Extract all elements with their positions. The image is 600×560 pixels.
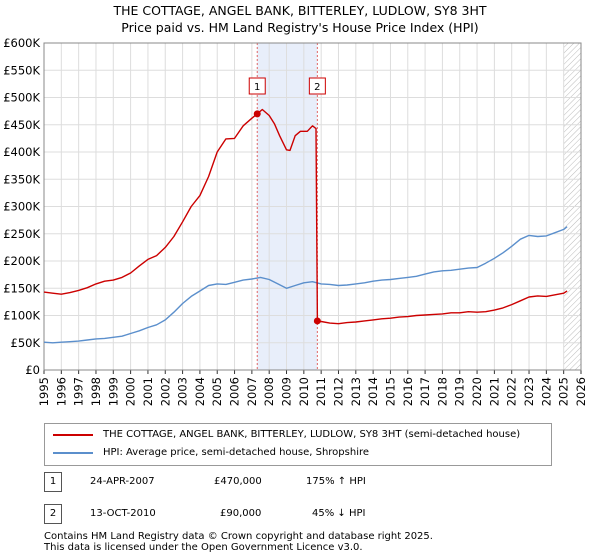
x-tick-label: 2006 (228, 377, 242, 406)
transaction-point (253, 110, 261, 118)
x-tick-label: 2012 (331, 377, 345, 406)
x-tick-label: 2007 (245, 377, 259, 406)
y-tick-label: £300K (3, 200, 40, 214)
y-tick-label: £450K (3, 118, 40, 132)
x-tick-label: 2004 (193, 377, 207, 406)
transaction-badge: 2 (44, 504, 62, 524)
x-tick-label: 1996 (54, 377, 68, 406)
x-tick-label: 2021 (487, 377, 501, 406)
x-tick-label: 1998 (89, 377, 103, 406)
legend: THE COTTAGE, ANGEL BANK, BITTERLEY, LUDL… (44, 423, 552, 466)
x-tick-label: 2003 (176, 377, 190, 406)
x-tick-label: 2002 (158, 377, 172, 406)
transaction-date: 13-OCT-2010 (90, 508, 156, 519)
x-tick-label: 2025 (557, 377, 571, 406)
chart-subtitle: Price paid vs. HM Land Registry's House … (121, 20, 479, 35)
transaction-hpi: 175% ↑ HPI (306, 476, 366, 487)
y-tick-label: £100K (3, 309, 40, 323)
x-tick-label: 2023 (522, 377, 536, 406)
transaction-price: £470,000 (214, 476, 262, 487)
price-chart: £0 £50K £100K £150K £200K £250K £300K £350K £400… (3, 36, 588, 406)
series-line-hpi (43, 226, 568, 344)
transaction-point (313, 317, 321, 325)
plot-border (43, 42, 582, 371)
chart-title: THE COTTAGE, ANGEL BANK, BITTERLEY, LUDL… (113, 3, 487, 18)
y-tick-label: £500K (3, 91, 40, 105)
transaction-badge: 1 (44, 472, 62, 492)
x-tick-label: 2011 (314, 377, 328, 406)
y-tick-label: £250K (3, 227, 40, 241)
legend-swatch-blue (53, 452, 93, 454)
y-tick-label: £200K (3, 254, 40, 268)
x-tick-label: 1995 (37, 377, 51, 406)
transaction-date: 24-APR-2007 (90, 476, 155, 487)
series-line-property (43, 108, 568, 325)
x-tick-label: 2022 (505, 377, 519, 406)
x-tick-label: 2019 (453, 377, 467, 406)
x-tick-label: 2017 (418, 377, 432, 406)
footer: Contains HM Land Registry data © Crown c… (44, 531, 433, 553)
footer-licence: This data is licensed under the Open Gov… (44, 542, 363, 553)
x-tick-label: 2013 (349, 377, 363, 406)
x-tick-label: 2020 (470, 377, 484, 406)
x-tick-label: 1999 (106, 377, 120, 406)
x-tick-label: 2026 (574, 377, 588, 406)
transaction-label-box (248, 77, 266, 95)
footer-copyright: Contains HM Land Registry data © Crown c… (44, 531, 433, 542)
transaction-label: 2 (314, 82, 320, 93)
transaction-label-box (308, 77, 326, 95)
legend-label-property: THE COTTAGE, ANGEL BANK, BITTERLEY, LUDL… (103, 429, 521, 440)
x-tick-label: 2010 (297, 377, 311, 406)
x-tick-label: 2016 (401, 377, 415, 406)
transaction-label: 1 (254, 82, 260, 93)
y-tick-label: £350K (3, 172, 40, 186)
y-tick-label: £150K (3, 281, 40, 295)
legend-label-hpi: HPI: Average price, semi-detached house,… (103, 447, 370, 458)
y-tick-label: £550K (3, 63, 40, 77)
x-tick-label: 2024 (539, 377, 553, 406)
x-tick-label: 2001 (141, 377, 155, 406)
x-tick-label: 2015 (383, 377, 397, 406)
x-tick-label: 2008 (262, 377, 276, 406)
y-tick-label: £600K (3, 36, 40, 50)
x-tick-label: 2018 (435, 377, 449, 406)
y-tick-label: £0 (25, 363, 40, 377)
transaction-price: £90,000 (220, 508, 262, 519)
transaction-hpi: 45% ↓ HPI (312, 508, 366, 519)
legend-swatch-red (53, 434, 93, 436)
x-tick-label: 1997 (72, 377, 86, 406)
x-tick-label: 2000 (124, 377, 138, 406)
x-tick-label: 2005 (210, 377, 224, 406)
x-tick-label: 2014 (366, 377, 380, 406)
y-tick-label: £50K (11, 336, 41, 350)
y-tick-label: £400K (3, 145, 40, 159)
x-tick-label: 2009 (280, 377, 294, 406)
